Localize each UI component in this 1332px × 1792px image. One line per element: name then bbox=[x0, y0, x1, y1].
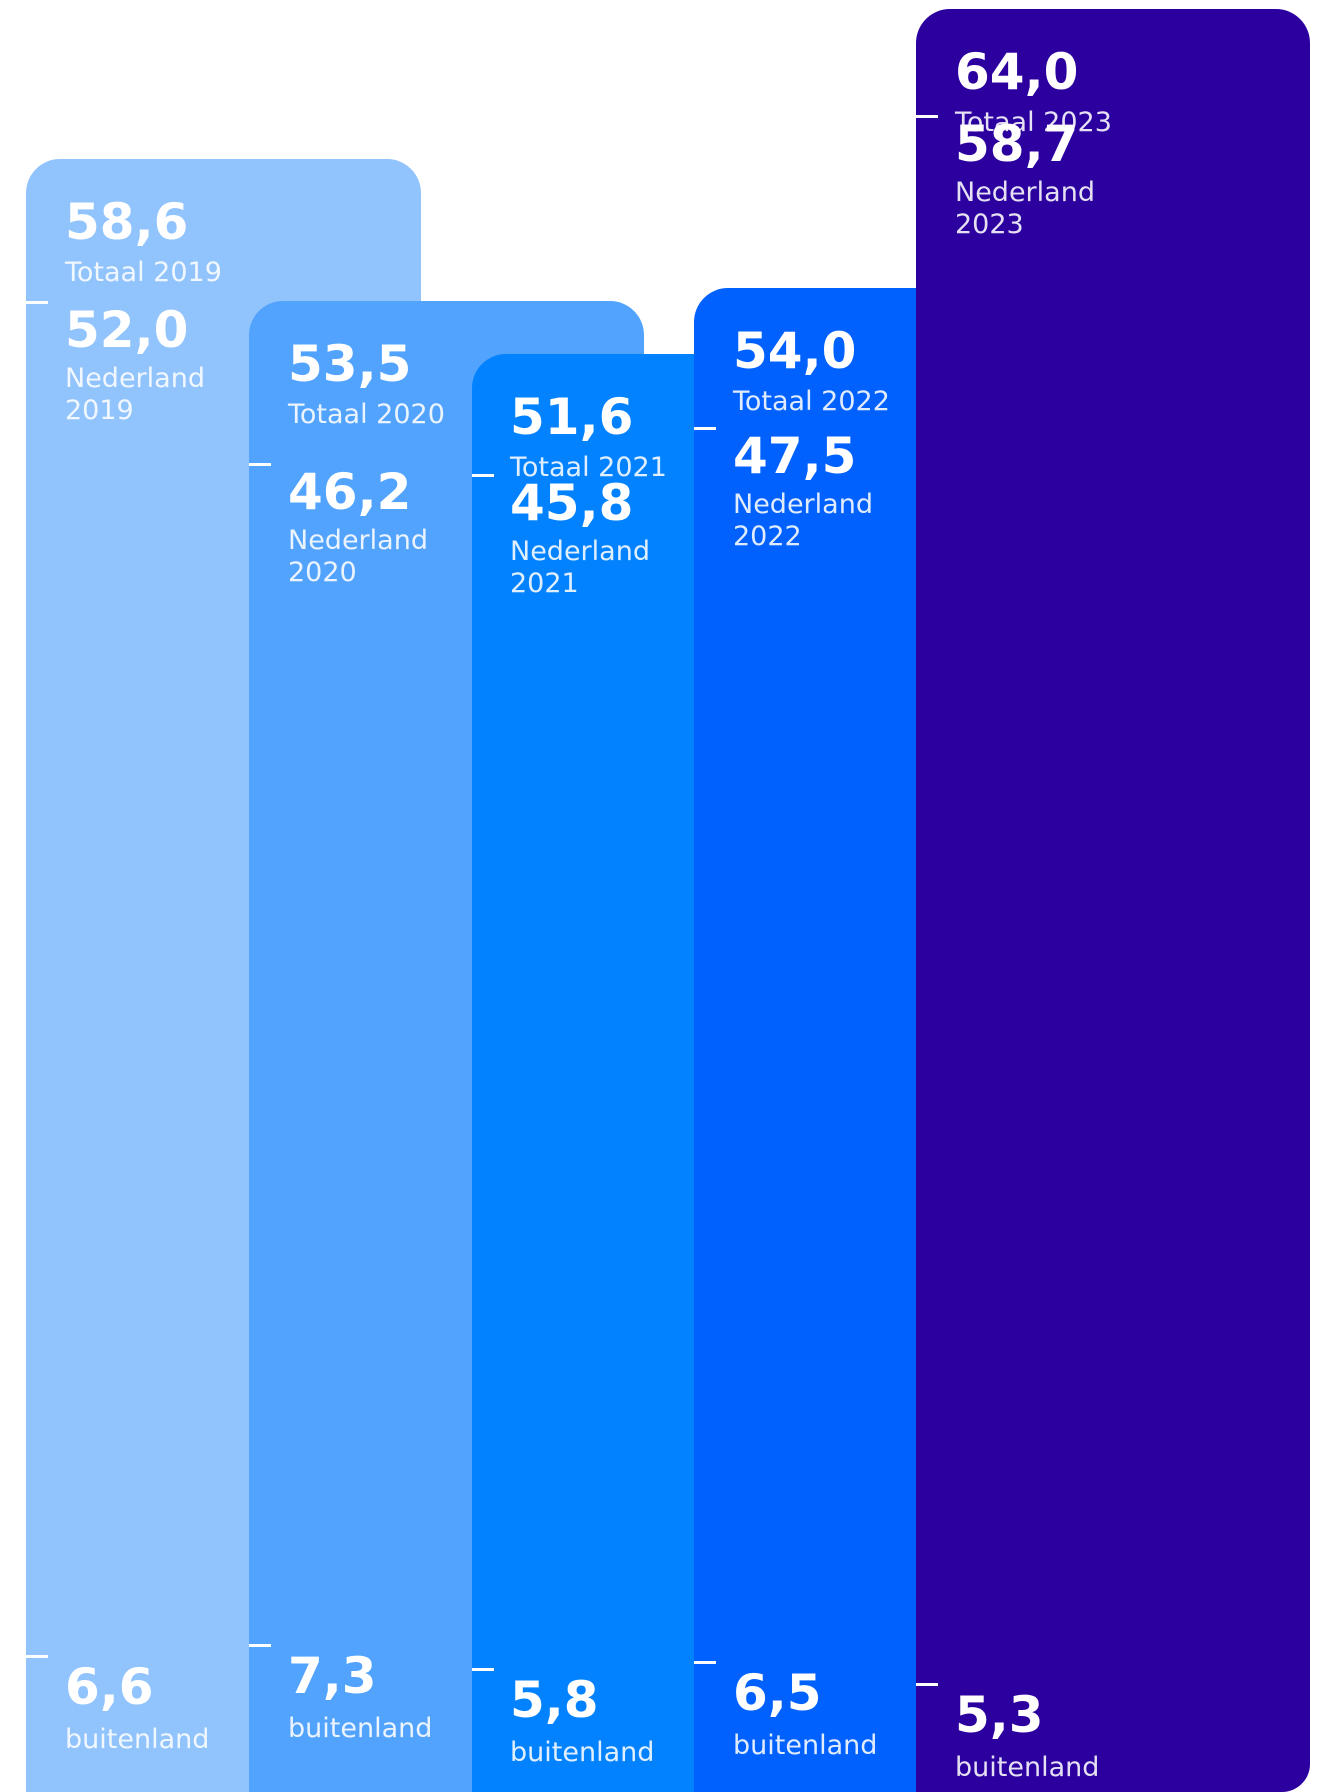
nederland-label-2023: Nederland 2023 bbox=[955, 177, 1095, 240]
totaal-value-2019: 58,6 bbox=[65, 193, 189, 251]
buitenland-label-2019: buitenland bbox=[65, 1724, 210, 1755]
nederland-tick-2020 bbox=[249, 463, 271, 466]
totaal-label-2023: Totaal 2023 bbox=[955, 107, 1112, 138]
totaal-value-2021: 51,6 bbox=[510, 388, 634, 446]
nederland-label-2022: Nederland 2022 bbox=[733, 489, 873, 552]
buitenland-label-2020: buitenland bbox=[288, 1713, 433, 1744]
nederland-label-2020: Nederland 2020 bbox=[288, 525, 428, 588]
buitenland-label-2021: buitenland bbox=[510, 1737, 655, 1768]
nederland-value-2020: 46,2 bbox=[288, 463, 412, 521]
nederland-label-2021: Nederland 2021 bbox=[510, 536, 650, 599]
totaal-value-2022: 54,0 bbox=[733, 322, 857, 380]
buitenland-value-2020: 7,3 bbox=[288, 1647, 377, 1705]
nederland-tick-2021 bbox=[472, 474, 494, 477]
totaal-label-2022: Totaal 2022 bbox=[733, 386, 890, 417]
buitenland-tick-2023 bbox=[916, 1683, 938, 1686]
buitenland-tick-2019 bbox=[26, 1655, 48, 1658]
totaal-label-2021: Totaal 2021 bbox=[510, 452, 667, 483]
nederland-value-2021: 45,8 bbox=[510, 474, 634, 532]
buitenland-label-2022: buitenland bbox=[733, 1730, 878, 1761]
buitenland-value-2023: 5,3 bbox=[955, 1686, 1044, 1744]
buitenland-tick-2020 bbox=[249, 1644, 271, 1647]
nederland-tick-2022 bbox=[694, 427, 716, 430]
buitenland-tick-2022 bbox=[694, 1661, 716, 1664]
buitenland-value-2022: 6,5 bbox=[733, 1664, 822, 1722]
buitenland-label-2023: buitenland bbox=[955, 1752, 1100, 1783]
bar-2023 bbox=[916, 9, 1310, 1792]
nederland-value-2022: 47,5 bbox=[733, 427, 857, 485]
buitenland-tick-2021 bbox=[472, 1668, 494, 1671]
totaal-label-2019: Totaal 2019 bbox=[65, 257, 222, 288]
totaal-value-2023: 64,0 bbox=[955, 43, 1079, 101]
nederland-tick-2019 bbox=[26, 301, 48, 304]
nederland-label-2019: Nederland 2019 bbox=[65, 363, 205, 426]
buitenland-value-2021: 5,8 bbox=[510, 1671, 599, 1729]
totaal-value-2020: 53,5 bbox=[288, 335, 412, 393]
nederland-value-2019: 52,0 bbox=[65, 301, 189, 359]
nederland-tick-2023 bbox=[916, 115, 938, 118]
buitenland-value-2019: 6,6 bbox=[65, 1658, 154, 1716]
totaal-label-2020: Totaal 2020 bbox=[288, 399, 445, 430]
nederland-value-2023: 58,7 bbox=[955, 115, 1079, 173]
